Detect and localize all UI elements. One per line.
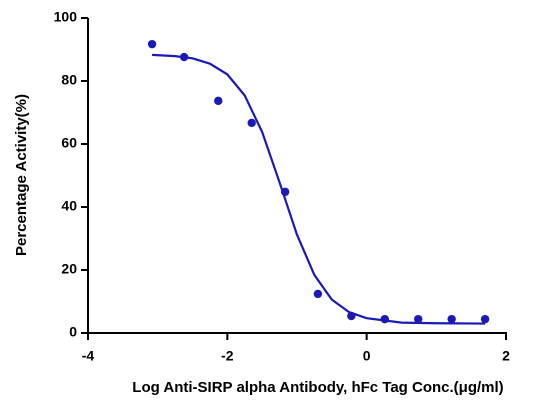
data-point xyxy=(313,289,323,299)
data-point xyxy=(147,39,157,49)
data-point xyxy=(414,314,423,324)
x-tick-label: 2 xyxy=(502,348,510,364)
y-tick-label: 60 xyxy=(61,135,77,151)
x-tick-label: -4 xyxy=(82,348,95,364)
data-point xyxy=(480,314,490,324)
y-tick-label: 40 xyxy=(61,198,77,214)
x-tick-label: -2 xyxy=(221,348,234,364)
y-tick-label: 100 xyxy=(54,9,78,25)
data-point xyxy=(247,118,256,128)
fit-curve xyxy=(152,53,486,325)
y-tick-label: 80 xyxy=(61,72,77,88)
y-tick-label: 0 xyxy=(69,324,77,340)
x-axis-title: Log Anti-SIRP alpha Antibody, hFc Tag Co… xyxy=(132,379,503,396)
y-tick-label: 20 xyxy=(61,261,77,277)
data-point xyxy=(447,314,456,324)
y-axis-title: Percentage Activity(%) xyxy=(13,94,30,256)
x-tick-label: 0 xyxy=(363,348,371,364)
data-point xyxy=(214,96,223,106)
